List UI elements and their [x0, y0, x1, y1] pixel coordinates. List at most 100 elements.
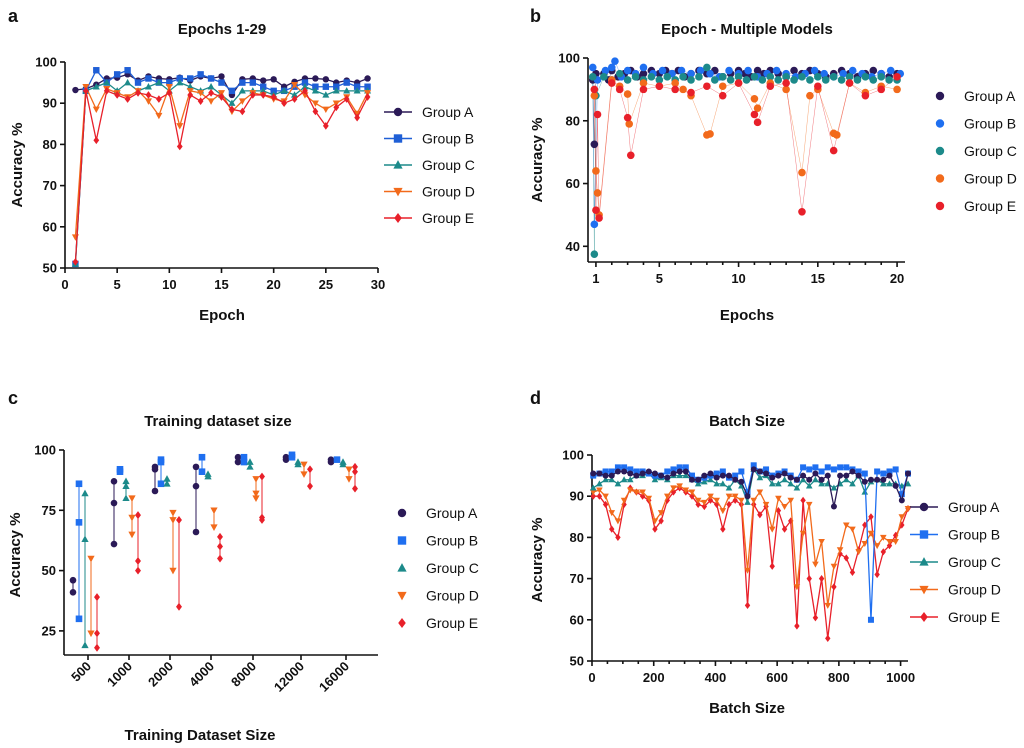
data-point [151, 487, 159, 495]
y-tick-label: 50 [43, 261, 57, 276]
data-point [281, 99, 287, 108]
data-point [270, 93, 277, 101]
data-point [886, 480, 893, 487]
data-point [343, 87, 351, 94]
data-point [829, 146, 838, 155]
data-point [812, 470, 819, 477]
data-point [744, 567, 751, 574]
x-tick-label: 5 [656, 271, 663, 286]
data-point [670, 470, 677, 477]
data-point [651, 470, 658, 477]
data-point [842, 522, 850, 529]
data-point [197, 71, 204, 78]
data-point [707, 476, 714, 483]
data-point [615, 85, 624, 94]
data-point [782, 85, 790, 94]
data-point [892, 482, 899, 489]
data-point [602, 493, 609, 500]
panel-letter-b: b [530, 6, 541, 26]
panel-b-chart: Epoch - Multiple Models Epochs Accuracy % 4… [529, 21, 1017, 324]
data-point [163, 479, 171, 487]
data-point [688, 489, 696, 496]
data-point [645, 468, 652, 475]
data-point [144, 98, 152, 105]
data-point [128, 531, 136, 539]
data-point [861, 478, 868, 485]
data-point [157, 458, 165, 466]
data-point [135, 89, 141, 97]
data-point [676, 483, 683, 490]
data-point [750, 462, 757, 469]
data-point [588, 73, 597, 81]
data-point [830, 503, 837, 510]
data-point [842, 476, 850, 483]
data-point [753, 118, 762, 127]
data-point [589, 484, 597, 491]
data-point [738, 478, 745, 485]
data-point [122, 482, 130, 489]
data-point [725, 493, 733, 500]
x-tick-label: 10 [162, 277, 176, 292]
data-point [197, 97, 204, 105]
data-point [798, 168, 806, 177]
legend-label: Group C [422, 157, 475, 173]
panel-d-chart: Batch Size Batch Size Accuracy % 50 60 70 80 90… [529, 413, 1001, 717]
data-point [719, 508, 727, 515]
data-point [810, 66, 819, 75]
chart-title: Epoch - Multiple Models [661, 21, 833, 38]
data-point [787, 480, 795, 487]
data-point [711, 76, 719, 84]
legend-marker [935, 91, 945, 101]
data-point [861, 91, 870, 100]
data-point [880, 534, 887, 541]
data-point [122, 477, 130, 485]
data-point [824, 472, 831, 479]
data-point [800, 496, 806, 504]
data-point [701, 472, 708, 479]
data-point [750, 95, 759, 103]
data-point [589, 489, 597, 496]
data-point [623, 76, 632, 84]
data-point [615, 69, 624, 78]
data-point [218, 93, 225, 101]
y-tick-label: 70 [43, 178, 57, 193]
y-tick-label: 100 [35, 55, 57, 70]
data-point [345, 466, 353, 474]
data-point [806, 76, 814, 84]
y-axis-label: Accuracy % [7, 512, 24, 597]
data-point [249, 79, 256, 86]
data-point [228, 99, 236, 106]
data-point [176, 602, 182, 611]
data-point [695, 500, 701, 509]
data-point [696, 66, 705, 75]
legend-marker [393, 187, 403, 197]
data-point [300, 461, 308, 469]
data-point [240, 453, 248, 461]
data-point [280, 87, 288, 94]
data-point [207, 75, 215, 82]
data-point [679, 85, 687, 94]
data-point [732, 472, 739, 479]
legend-marker [397, 591, 407, 601]
data-point [151, 465, 159, 473]
x-tick-label: 10 [731, 271, 745, 286]
data-point [831, 583, 837, 591]
data-point [694, 497, 702, 504]
data-point [291, 81, 299, 89]
legend-marker [393, 134, 403, 143]
legend-marker [919, 530, 929, 539]
data-point [602, 472, 609, 479]
data-point [135, 511, 141, 520]
data-point [688, 472, 695, 479]
data-point [744, 493, 751, 500]
data-point [327, 458, 335, 466]
data-point [821, 76, 830, 84]
data-point [880, 470, 887, 477]
data-point [312, 75, 319, 82]
y-axis-label: Accuracy % [529, 117, 546, 202]
data-point [602, 500, 609, 509]
data-point [590, 91, 599, 100]
x-axis-label: Epochs [720, 307, 774, 324]
data-point [806, 476, 813, 483]
data-point [270, 87, 277, 95]
